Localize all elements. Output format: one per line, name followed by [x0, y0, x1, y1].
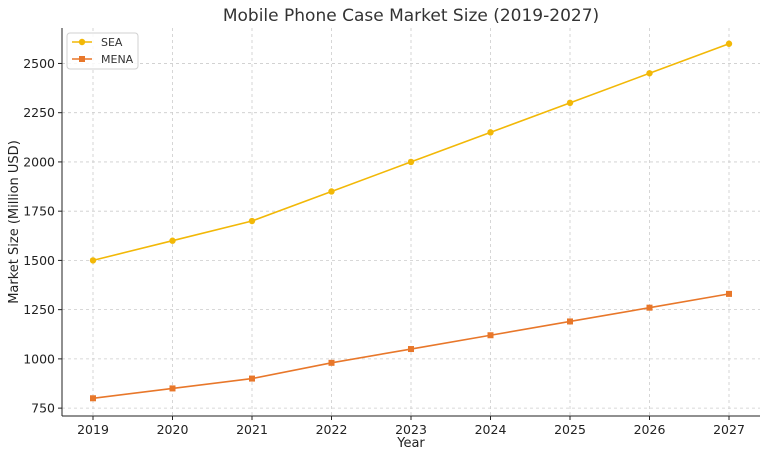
- x-tick-label: 2019: [77, 422, 109, 437]
- data-point-mena: [169, 385, 176, 392]
- y-tick-label: 1250: [23, 302, 55, 317]
- y-tick-label: 1000: [23, 351, 55, 366]
- y-tick-label: 750: [31, 401, 55, 416]
- data-point-sea: [328, 188, 335, 195]
- legend-label-sea: SEA: [101, 36, 123, 49]
- x-tick-label: 2024: [475, 422, 507, 437]
- x-axis-ticks: 2019 2020 2021 2022 2023 2024 2025 2026 2027: [77, 416, 745, 437]
- legend-marker-sea: [78, 38, 86, 46]
- x-tick-label: 2022: [316, 422, 348, 437]
- data-point-sea: [169, 237, 176, 244]
- data-point-mena: [90, 395, 96, 402]
- y-tick-label: 1750: [23, 204, 55, 219]
- legend-label-mena: MENA: [101, 53, 134, 66]
- data-point-mena: [487, 332, 494, 339]
- data-point-sea: [248, 217, 256, 225]
- y-tick-label: 2500: [23, 56, 55, 71]
- x-tick-label: 2026: [634, 422, 666, 437]
- y-axis-label: Market Size (Million USD): [7, 140, 22, 304]
- data-point-mena: [726, 290, 732, 297]
- data-point-mena: [408, 346, 414, 353]
- x-tick-label: 2021: [236, 422, 268, 437]
- series-group: [89, 40, 733, 402]
- grid-lines: [62, 28, 760, 416]
- chart-title: Mobile Phone Case Market Size (2019-2027…: [223, 6, 599, 26]
- y-axis-ticks: 750 1000 1250 1500 1750 2000 2250 2500: [23, 56, 62, 416]
- data-point-sea: [725, 40, 733, 47]
- x-tick-label: 2023: [395, 422, 427, 437]
- x-tick-label: 2027: [713, 422, 745, 437]
- data-point-sea: [487, 129, 494, 136]
- y-tick-label: 2250: [23, 105, 55, 120]
- data-point-sea: [566, 99, 574, 107]
- data-point-mena: [567, 318, 573, 325]
- legend: SEA MENA: [66, 32, 139, 70]
- data-point-mena: [328, 359, 335, 366]
- data-point-sea: [407, 158, 415, 166]
- data-point-sea: [646, 70, 653, 77]
- data-point-mena: [646, 304, 653, 311]
- x-tick-label: 2020: [157, 422, 189, 437]
- y-tick-label: 2000: [23, 154, 55, 169]
- legend-marker-mena: [79, 56, 85, 62]
- x-tick-label: 2025: [554, 422, 586, 437]
- data-point-mena: [249, 375, 255, 382]
- x-axis-label: Year: [396, 436, 425, 451]
- y-tick-label: 1500: [23, 253, 55, 268]
- data-point-sea: [89, 257, 97, 264]
